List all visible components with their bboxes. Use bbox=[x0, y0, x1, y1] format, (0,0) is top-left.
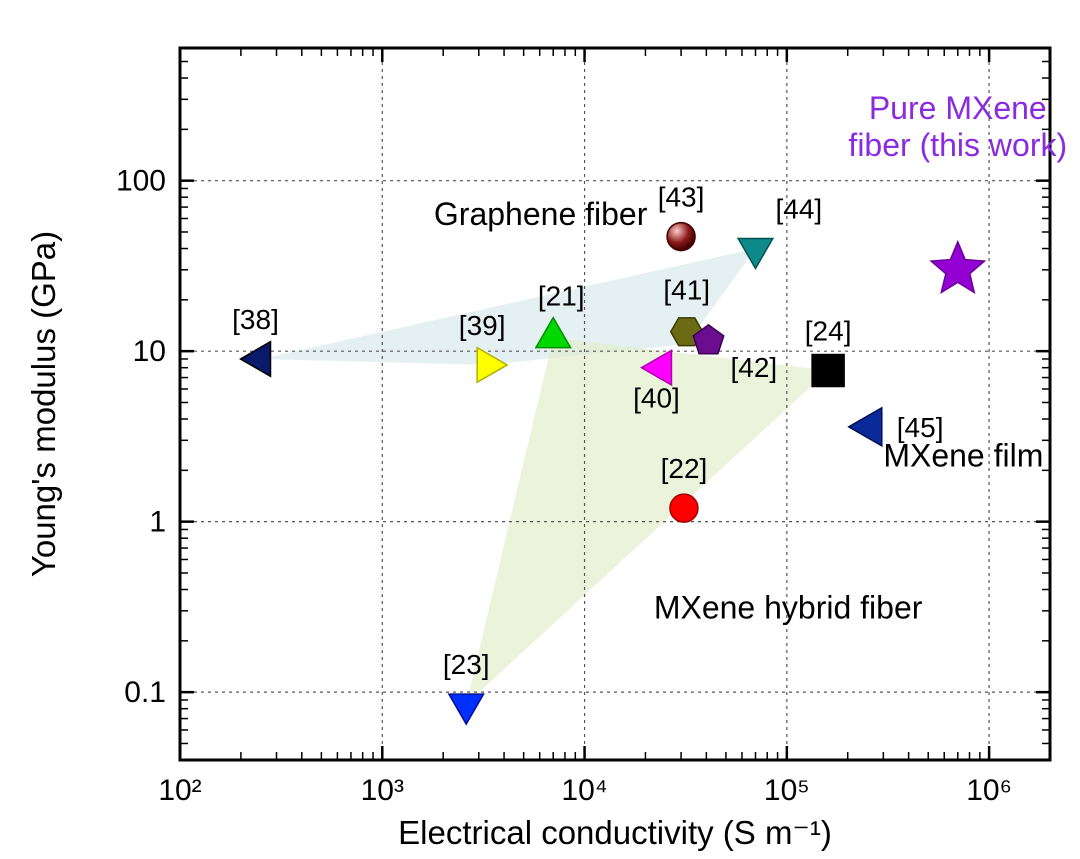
data-point-label: [40] bbox=[633, 383, 680, 414]
data-point-label: [45] bbox=[897, 412, 944, 443]
scatter-chart: 10² 10³ 10⁴ 10⁵ 10⁶ 0.1 1 10 100 Electrical condu… bbox=[0, 0, 1080, 859]
ytick-label: 1 bbox=[149, 506, 166, 539]
data-point-label: [22] bbox=[661, 453, 708, 484]
data-point-label: [41] bbox=[663, 275, 710, 306]
chart-svg: 10² 10³ 10⁴ 10⁵ 10⁶ 0.1 1 10 100 Electrical condu… bbox=[0, 0, 1080, 859]
data-point-label: [43] bbox=[658, 182, 705, 213]
data-point bbox=[670, 494, 698, 522]
ytick-label: 10 bbox=[133, 335, 166, 368]
xtick-label: 10² bbox=[158, 774, 201, 807]
data-point-label: [39] bbox=[459, 310, 506, 341]
xtick-label: 10³ bbox=[361, 774, 404, 807]
ytick-label: 0.1 bbox=[124, 676, 166, 709]
data-point-label: [44] bbox=[775, 194, 822, 225]
highlight-label-line1: Pure MXene bbox=[869, 90, 1047, 126]
xtick-label: 10⁶ bbox=[966, 774, 1012, 807]
data-point-label: [24] bbox=[805, 316, 852, 347]
data-point-label: [38] bbox=[232, 304, 279, 335]
xtick-label: 10⁵ bbox=[764, 774, 810, 807]
xtick-label: 10⁴ bbox=[561, 774, 607, 807]
data-point bbox=[812, 355, 844, 387]
mxene-film-label: MXene film bbox=[883, 438, 1043, 474]
data-point-label: [23] bbox=[443, 649, 490, 680]
x-axis-title: Electrical conductivity (S m⁻¹) bbox=[398, 814, 832, 851]
data-point-label: [21] bbox=[538, 281, 585, 312]
y-axis-title: Young's modulus (GPa) bbox=[25, 231, 62, 577]
data-point bbox=[667, 223, 695, 251]
graphene-fiber-region-label: Graphene fiber bbox=[434, 196, 648, 232]
highlight-label-line2: fiber (this work) bbox=[848, 127, 1067, 163]
mxene-hybrid-fiber-region-label: MXene hybrid fiber bbox=[654, 590, 923, 626]
ytick-label: 100 bbox=[116, 165, 166, 198]
data-point-label: [42] bbox=[731, 352, 778, 383]
